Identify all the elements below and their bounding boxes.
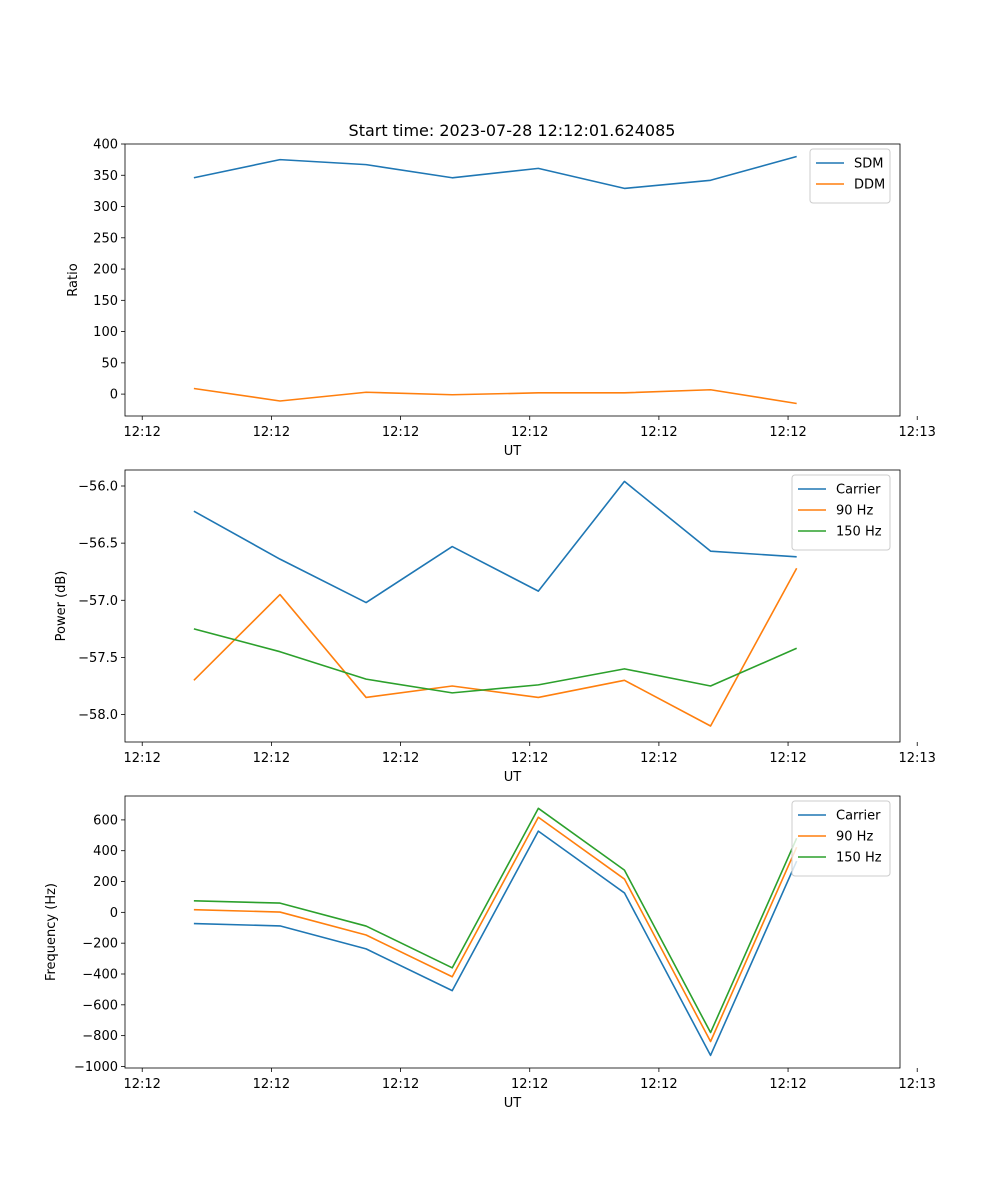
x-tick-label: 12:12 <box>511 425 548 440</box>
figure-title: Start time: 2023-07-28 12:12:01.624085 <box>349 121 676 140</box>
y-tick-label: 100 <box>93 325 118 340</box>
y-tick-label: 300 <box>93 200 118 215</box>
y-axis-label: Frequency (Hz) <box>44 883 59 981</box>
y-tick-label: −57.5 <box>78 651 118 666</box>
x-tick-label: 12:12 <box>640 751 677 766</box>
plot-frame <box>124 469 901 743</box>
x-tick-label: 12:12 <box>769 425 806 440</box>
x-axis-label: UT <box>504 770 522 785</box>
legend-label: 150 Hz <box>836 851 882 866</box>
x-tick-label: 12:12 <box>382 1077 419 1092</box>
y-tick-label: 50 <box>101 356 118 371</box>
legend-label: Carrier <box>836 483 881 498</box>
y-tick-label: 0 <box>110 906 118 921</box>
series-line-90-hz <box>193 567 798 727</box>
y-tick-label: 350 <box>93 169 118 184</box>
legend-label: DDM <box>854 178 885 193</box>
x-tick-label: 12:12 <box>640 425 677 440</box>
y-tick-label: 250 <box>93 231 118 246</box>
series-line-90-hz <box>193 816 798 1043</box>
y-tick-label: −1000 <box>74 1060 118 1075</box>
series-line-carrier <box>193 480 797 604</box>
x-tick-label: 12:12 <box>253 751 290 766</box>
y-axis-label: Ratio <box>66 263 81 296</box>
x-tick-label: 12:12 <box>511 1077 548 1092</box>
legend-label: Carrier <box>836 809 881 824</box>
legend-label: 90 Hz <box>836 504 873 519</box>
legend-label: SDM <box>854 157 883 172</box>
series-line-sdm <box>193 155 797 190</box>
x-tick-label: 12:12 <box>253 1077 290 1092</box>
y-tick-label: 400 <box>93 138 118 153</box>
series-line-150-hz <box>193 807 798 1034</box>
x-tick-label: 12:12 <box>640 1077 677 1092</box>
x-axis-label: UT <box>504 444 522 459</box>
legend-label: 150 Hz <box>836 525 882 540</box>
x-tick-label: 12:12 <box>123 1077 160 1092</box>
y-tick-label: −200 <box>82 937 118 952</box>
y-tick-label: 200 <box>93 875 118 890</box>
y-tick-label: −57.0 <box>78 594 118 609</box>
y-tick-label: −400 <box>82 967 118 982</box>
x-tick-label: 12:13 <box>898 425 935 440</box>
x-tick-label: 12:12 <box>769 1077 806 1092</box>
y-tick-label: −58.0 <box>78 708 118 723</box>
x-tick-label: 12:12 <box>769 751 806 766</box>
x-tick-label: 12:13 <box>898 1077 935 1092</box>
plot-frame <box>124 795 901 1069</box>
x-tick-label: 12:12 <box>253 425 290 440</box>
y-tick-label: −600 <box>82 998 118 1013</box>
y-tick-label: −800 <box>82 1029 118 1044</box>
y-tick-label: 150 <box>93 294 118 309</box>
y-tick-label: 400 <box>93 844 118 859</box>
y-tick-label: 0 <box>110 388 118 403</box>
x-tick-label: 12:13 <box>898 751 935 766</box>
plot-frame <box>124 143 901 417</box>
x-tick-label: 12:12 <box>382 425 419 440</box>
y-tick-label: 200 <box>93 263 118 278</box>
y-tick-label: 600 <box>93 813 118 828</box>
x-tick-label: 12:12 <box>123 425 160 440</box>
y-axis-label: Power (dB) <box>54 571 69 642</box>
x-tick-label: 12:12 <box>382 751 419 766</box>
series-line-carrier <box>193 830 798 1057</box>
y-tick-label: −56.5 <box>78 537 118 552</box>
series-line-ddm <box>193 387 797 405</box>
x-tick-label: 12:12 <box>511 751 548 766</box>
ratio-chart: 0 50 100 150 200 250 300 350 400 12:12 12:12 12:12 1… <box>66 138 936 460</box>
power-chart: −58.0 −57.5 −57.0 −56.5 −56.0 12:12 12:12 12:12… <box>54 469 936 785</box>
x-tick-label: 12:12 <box>123 751 160 766</box>
frequency-chart: −1000 −800 −600 −400 −200 0 200 400 600 12:12 12:1… <box>44 795 936 1111</box>
x-axis-label: UT <box>504 1096 522 1111</box>
legend-label: 90 Hz <box>836 830 873 845</box>
series-line-150-hz <box>193 628 797 694</box>
y-tick-label: −56.0 <box>78 480 118 495</box>
